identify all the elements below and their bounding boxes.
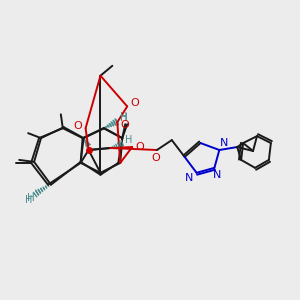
- Text: H: H: [27, 193, 35, 202]
- Text: O: O: [73, 121, 82, 131]
- Text: H: H: [26, 194, 33, 205]
- Text: O: O: [121, 120, 130, 130]
- Text: H: H: [120, 113, 128, 123]
- Text: O: O: [136, 142, 145, 152]
- Text: H: H: [120, 112, 127, 122]
- Polygon shape: [84, 138, 91, 148]
- Text: H: H: [124, 135, 132, 145]
- Text: O: O: [152, 153, 160, 163]
- Text: N: N: [220, 138, 229, 148]
- Text: N: N: [213, 170, 222, 180]
- Text: N: N: [184, 173, 193, 183]
- Text: O: O: [131, 98, 140, 108]
